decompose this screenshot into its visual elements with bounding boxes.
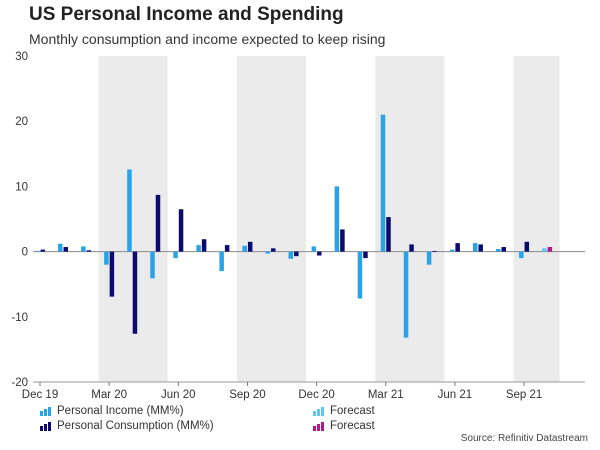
bar-forecast-consumption <box>547 247 553 252</box>
bar-personal-consumption <box>224 245 230 252</box>
bar-personal-income <box>265 251 270 254</box>
bar-personal-income <box>426 251 432 265</box>
bar-personal-income <box>403 251 409 338</box>
bar-personal-consumption <box>340 229 345 252</box>
bar-personal-income <box>334 186 340 252</box>
legend-swatch-bar <box>321 406 324 416</box>
bar-personal-consumption <box>501 247 506 252</box>
x-tick-label: Jun 21 <box>438 389 473 401</box>
bar-personal-consumption <box>271 248 276 252</box>
bar-personal-consumption <box>63 247 69 252</box>
bar-personal-income <box>357 251 363 299</box>
shaded-band-3 <box>513 56 560 382</box>
bar-personal-consumption <box>409 244 414 252</box>
bar-personal-income <box>173 251 178 259</box>
legend-label-personal-consumption: Personal Consumption (MM%) <box>57 420 214 432</box>
legend-label-forecast-income: Forecast <box>330 405 375 417</box>
chart-subtitle: Monthly consumption and income expected … <box>29 31 386 47</box>
bar-personal-consumption <box>386 217 391 252</box>
legend-swatch-bar <box>44 423 47 431</box>
chart-title: US Personal Income and Spending <box>29 4 344 25</box>
bar-personal-consumption <box>294 251 299 257</box>
bar-personal-income <box>219 251 224 272</box>
shaded-band-2 <box>375 56 445 382</box>
legend-swatch-forecast-consumption <box>313 421 324 431</box>
legend-swatch-bar <box>40 410 43 416</box>
bar-personal-consumption <box>178 209 184 252</box>
y-tick-label: -20 <box>11 377 28 389</box>
legend-swatch-bar <box>317 408 320 416</box>
x-tick-label: Sep 21 <box>506 389 542 401</box>
legend-item-forecast-income: Forecast <box>313 405 375 417</box>
shaded-band-1 <box>236 56 307 382</box>
legend-swatch-bar <box>40 425 43 431</box>
bar-personal-consumption <box>524 241 530 252</box>
bar-personal-consumption <box>40 249 45 252</box>
bar-personal-income <box>519 251 524 259</box>
y-tick-label: 10 <box>15 181 28 193</box>
bar-personal-income <box>196 245 201 252</box>
bar-personal-income <box>311 246 317 252</box>
bar-personal-consumption <box>155 194 161 252</box>
bar-personal-income <box>242 245 247 252</box>
bar-personal-income <box>104 251 109 265</box>
bar-personal-consumption <box>455 243 460 252</box>
bar-personal-consumption <box>132 251 138 334</box>
x-tick-label: Mar 21 <box>368 389 404 401</box>
bar-personal-consumption <box>363 251 368 259</box>
x-tick-label: Jun 20 <box>161 389 196 401</box>
legend-swatch-bar <box>48 421 51 431</box>
legend-item-personal-income: Personal Income (MM%) <box>40 405 184 417</box>
bar-personal-income <box>150 251 155 279</box>
bar-personal-income <box>35 250 40 252</box>
bar-personal-consumption <box>247 241 253 252</box>
bar-personal-income <box>127 169 132 252</box>
x-tick-label: Sep 20 <box>229 389 265 401</box>
x-tick-label: Mar 20 <box>91 389 127 401</box>
legend-swatch-bar <box>48 406 51 416</box>
legend-swatch-bar <box>44 408 47 416</box>
legend-item-personal-consumption: Personal Consumption (MM%) <box>40 420 214 432</box>
source-note: Source: Refinitiv Datastream <box>460 433 588 444</box>
bar-personal-income <box>449 249 455 252</box>
legend-swatch-bar <box>313 425 316 431</box>
bar-personal-consumption <box>86 250 92 252</box>
bar-personal-income <box>81 246 86 252</box>
legend-swatch-bar <box>313 410 316 416</box>
legend-swatch-forecast-income <box>313 406 324 416</box>
legend-label-personal-income: Personal Income (MM%) <box>57 405 184 417</box>
y-tick-label: 30 <box>15 51 28 63</box>
bar-personal-consumption <box>201 239 207 252</box>
bar-personal-income <box>288 251 294 259</box>
bar-personal-income <box>496 248 501 252</box>
x-tick-label: Dec 19 <box>22 389 58 401</box>
legend-label-forecast-consumption: Forecast <box>330 420 375 432</box>
bar-forecast-income <box>542 248 547 252</box>
y-tick-label: -10 <box>11 312 28 324</box>
legend-item-forecast-consumption: Forecast <box>313 420 375 432</box>
bar-personal-income <box>58 243 63 252</box>
legend-swatch-bar <box>317 423 320 431</box>
y-tick-label: 20 <box>15 116 28 128</box>
legend-swatch-personal-consumption <box>40 421 51 431</box>
bar-personal-income <box>472 243 478 252</box>
y-tick-label: 0 <box>22 247 28 259</box>
legend-swatch-personal-income <box>40 406 51 416</box>
bar-personal-consumption <box>109 251 115 297</box>
legend-swatch-bar <box>321 421 324 431</box>
bar-personal-income <box>380 114 386 252</box>
bar-personal-consumption <box>317 251 322 256</box>
x-tick-label: Dec 20 <box>298 389 334 401</box>
bar-personal-consumption <box>432 250 437 252</box>
bar-personal-consumption <box>478 244 483 252</box>
